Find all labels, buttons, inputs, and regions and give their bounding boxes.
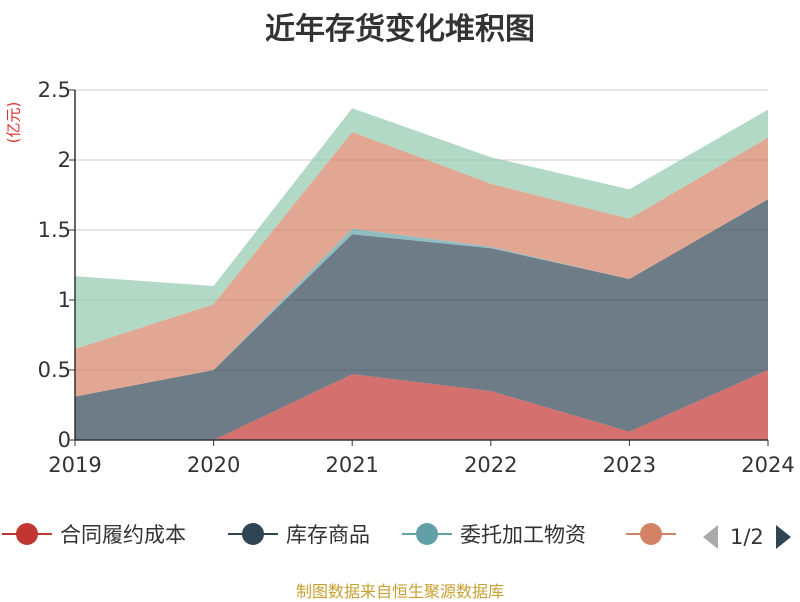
next-page-icon[interactable] (772, 522, 794, 552)
x-tick-labels: 2019 2020 2021 2022 2023 2024 (48, 440, 795, 477)
y-tick-labels: 0 0.5 1 1.5 2 2.5 (38, 78, 71, 452)
prev-page-icon[interactable] (700, 522, 722, 552)
series-area-1 (75, 199, 768, 440)
x-tick-label: 2022 (464, 453, 517, 477)
y-tick-label: 0.5 (38, 358, 71, 382)
chart-title: 近年存货变化堆积图 (265, 12, 535, 47)
y-tick-label: 1 (58, 288, 71, 312)
x-tick-label: 2019 (48, 453, 101, 477)
x-tick-label: 2020 (187, 453, 240, 477)
axes (74, 90, 768, 441)
pager-label: 1/2 (730, 525, 764, 549)
series-areas (75, 108, 768, 440)
legend-item-0[interactable]: 合同履约成本 (0, 514, 186, 554)
y-tick-label: 1.5 (38, 218, 71, 242)
y-tick-label: 0 (58, 428, 71, 452)
legend-pager: 1/2 (700, 522, 794, 552)
series-area-3 (75, 132, 768, 397)
legend-item-2[interactable]: 委托加工物资 (400, 514, 586, 554)
legend-swatch-icon (2, 523, 52, 545)
legend: 合同履约成本 库存商品 委托加工物资 1/2 (0, 514, 800, 554)
x-tick-label: 2021 (325, 453, 378, 477)
legend-item-1[interactable]: 库存商品 (226, 514, 370, 554)
data-source: 制图数据来自恒生聚源数据库 (295, 582, 504, 601)
legend-swatch-icon (402, 523, 452, 545)
series-area-0 (75, 370, 768, 440)
legend-label: 合同履约成本 (60, 523, 186, 547)
legend-item-3[interactable] (624, 514, 678, 554)
y-tick-label: 2.5 (38, 78, 71, 102)
legend-swatch-icon (626, 523, 676, 545)
x-tick-label: 2023 (603, 453, 656, 477)
legend-label: 委托加工物资 (460, 523, 586, 547)
series-area-2 (75, 199, 768, 397)
y-tick-label: 2 (58, 148, 71, 172)
legend-label: 库存商品 (286, 523, 370, 547)
series-area-4 (75, 108, 768, 349)
legend-swatch-icon (228, 523, 278, 545)
x-tick-label: 2024 (741, 453, 794, 477)
